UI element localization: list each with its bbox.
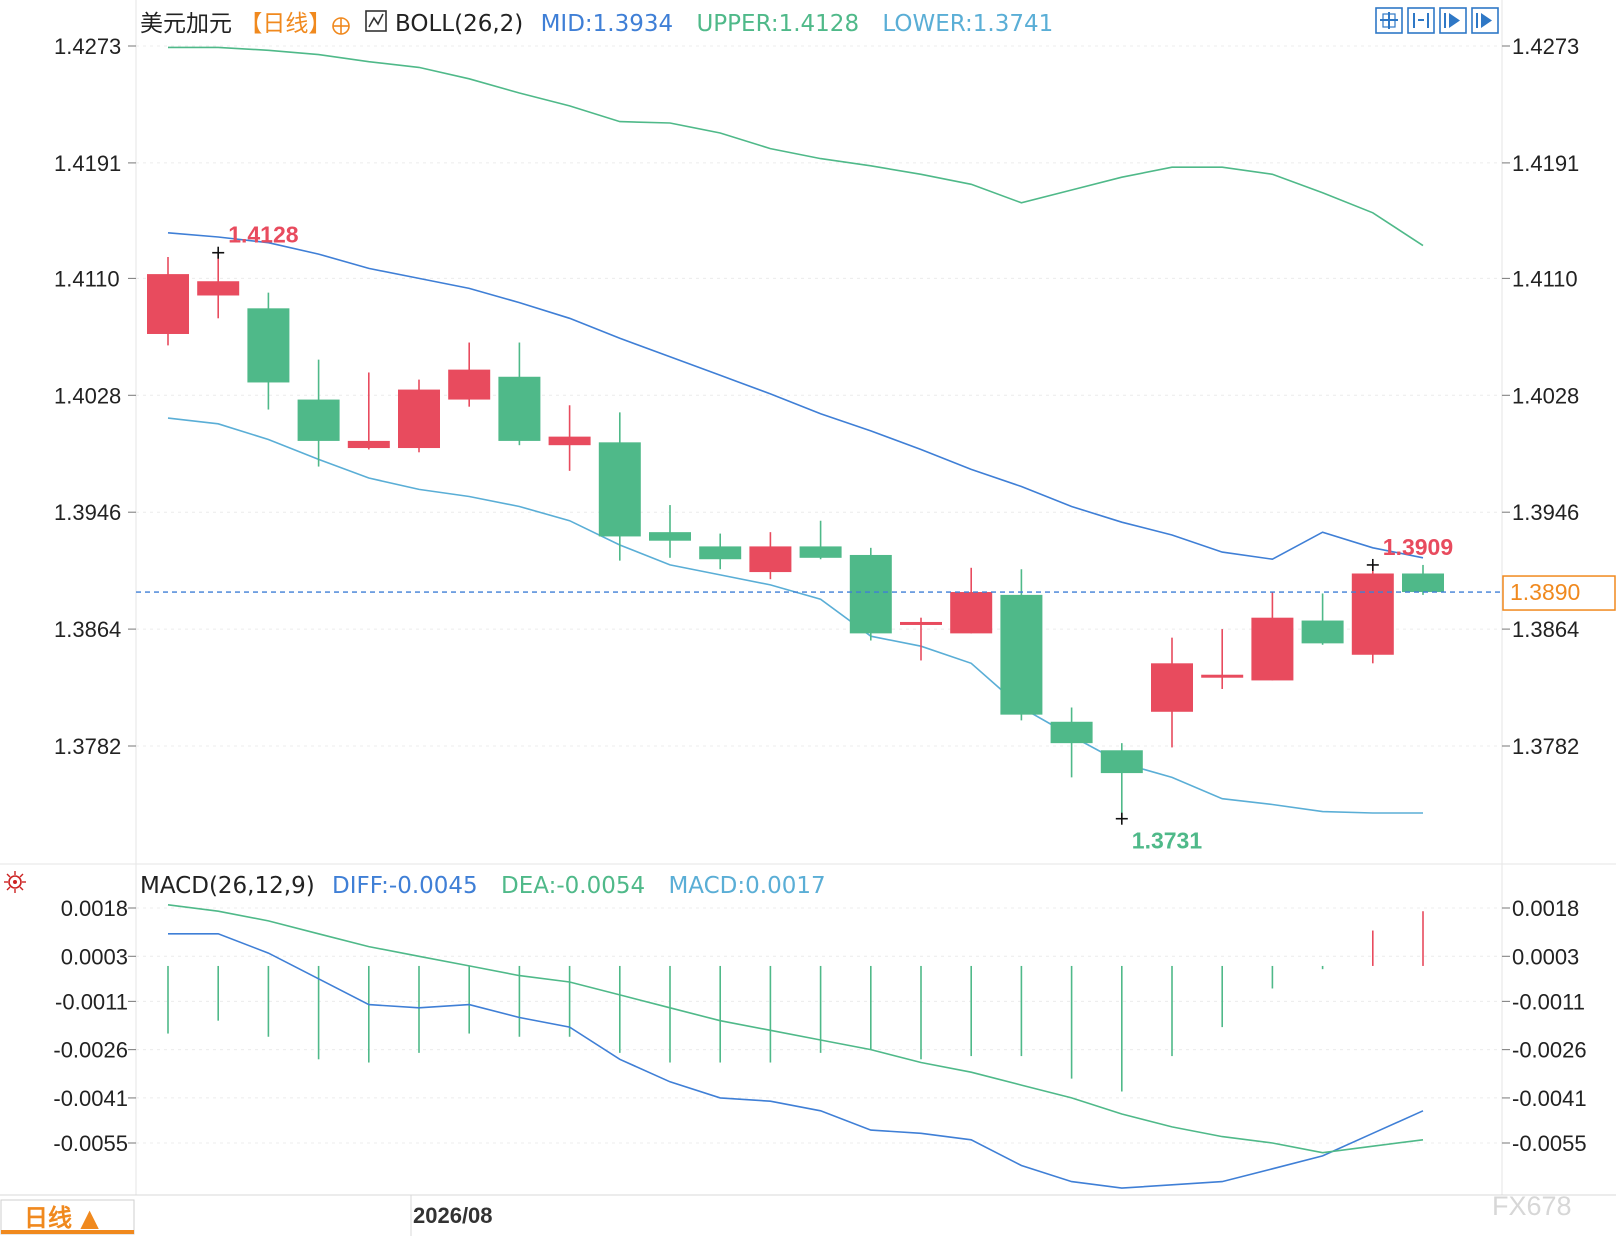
macd-label-right: -0.0041: [1512, 1086, 1587, 1111]
crosshair-toggle-icon[interactable]: [332, 17, 350, 35]
play-icon[interactable]: [1439, 7, 1467, 34]
macd-diff-value: DIFF:-0.0045: [332, 873, 478, 899]
current-price-tag: [1502, 575, 1616, 611]
macd-label-right: 0.0018: [1512, 896, 1579, 921]
date-label: 2026/08: [413, 1203, 493, 1228]
candle-down: [1100, 750, 1143, 774]
price-label-left: 1.3864: [54, 617, 121, 642]
macd-label-right: -0.0026: [1512, 1038, 1587, 1063]
macd-dea-value: DEA:-0.0054: [501, 873, 645, 899]
macd-panel: [167, 904, 1424, 1189]
price-label-left: 1.4028: [54, 383, 121, 408]
legend-row: 美元加元 【日线】: [140, 11, 331, 37]
candle-up: [900, 621, 942, 625]
period-button[interactable]: 日线 ▲: [0, 1199, 135, 1235]
price-label-left: 1.3782: [54, 734, 121, 759]
macd-label-right: 0.0003: [1512, 944, 1579, 969]
candle-up: [197, 281, 240, 296]
price-label-left: 1.3946: [54, 500, 121, 525]
current-price-label: 1.3890: [1510, 579, 1580, 605]
price-label-right: 1.3782: [1512, 734, 1579, 759]
macd-label-left: -0.0011: [55, 989, 128, 1014]
candle-down: [699, 546, 742, 560]
macd-label-right: -0.0011: [1512, 989, 1585, 1014]
macd-name: MACD(26,12,9): [140, 873, 315, 899]
macd-label-left: -0.0026: [53, 1038, 128, 1063]
high-annotation: 1.4128: [228, 222, 299, 248]
price-label-right: 1.4028: [1512, 383, 1579, 408]
low-annotation: 1.3731: [1132, 828, 1203, 854]
candle-down: [498, 376, 541, 441]
candle-up: [749, 546, 792, 573]
candle-down: [1301, 620, 1344, 644]
watermark: FX678: [1492, 1191, 1572, 1221]
macd-label-right: -0.0055: [1512, 1131, 1587, 1156]
price-label-left: 1.4191: [54, 151, 121, 176]
candle-down: [1000, 594, 1043, 715]
boll-lower-value: LOWER:1.3741: [882, 11, 1053, 37]
candle-down: [849, 554, 892, 634]
candle-down: [598, 442, 641, 537]
candle-up: [347, 440, 390, 449]
candle-up: [1251, 617, 1294, 681]
candle-up: [448, 369, 491, 400]
indicator-settings-icon[interactable]: [365, 10, 387, 32]
boll-mid-value: MID:1.3934: [541, 11, 674, 37]
price-axis: 1.4273 1.4273 1.4191 1.4191 1.4110 1.4110 1.40…: [53, 34, 1586, 1156]
boll-upper-line: [168, 46, 1424, 247]
price-label-right: 1.3864: [1512, 617, 1579, 642]
macd-label-left: -0.0055: [53, 1131, 128, 1156]
zoom-out-icon[interactable]: [1407, 7, 1435, 34]
candle-down: [1402, 573, 1444, 593]
macd-legend: MACD(26,12,9) DIFF:-0.0045 DEA:-0.0054 M…: [140, 873, 826, 899]
price-label-right: 1.3946: [1512, 500, 1579, 525]
macd-settings-icon[interactable]: [4, 871, 26, 893]
symbol-name: 美元加元: [140, 11, 232, 37]
candle-up: [147, 274, 189, 334]
candle-up: [398, 389, 440, 449]
candle-down: [247, 308, 290, 383]
price-label-right: 1.4110: [1512, 266, 1578, 291]
toolbar: [1375, 7, 1499, 34]
forward-icon[interactable]: [1471, 7, 1499, 34]
price-label-right: 1.4191: [1512, 151, 1579, 176]
period-label[interactable]: 【日线】: [239, 11, 331, 37]
candle-down: [297, 399, 340, 441]
price-annotations: 1.3890 1.4128 1.3731 1.3909: [136, 222, 1616, 854]
candle-up: [1201, 674, 1244, 678]
price-label-right: 1.4273: [1512, 34, 1579, 59]
period-button-label: 日线 ▲: [24, 1204, 99, 1232]
macd-label-left: -0.0041: [53, 1086, 128, 1111]
price-label-left: 1.4273: [54, 34, 121, 59]
boll-name: BOLL(26,2): [395, 11, 523, 37]
candle-down: [649, 532, 691, 541]
price-label-left: 1.4110: [54, 266, 120, 291]
boll-mid-line: [167, 232, 1424, 561]
boll-legend: BOLL(26,2) MID:1.3934 UPPER:1.4128 LOWER…: [395, 11, 1053, 37]
macd-label-left: 0.0018: [61, 896, 128, 921]
candle-up: [1151, 663, 1193, 712]
macd-diff-line: [168, 932, 1424, 1189]
macd-label-left: 0.0003: [61, 944, 128, 969]
macd-dea-line: [167, 904, 1424, 1154]
candle-up: [548, 436, 591, 446]
candlesticks: [147, 252, 1444, 819]
zoom-in-icon[interactable]: [1375, 7, 1403, 34]
candle-up: [950, 592, 993, 634]
candle-down: [799, 546, 842, 558]
candle-up: [1351, 573, 1394, 655]
macd-hist-value: MACD:0.0017: [668, 873, 825, 899]
boll-upper-value: UPPER:1.4128: [696, 11, 859, 37]
high-annotation: 1.3909: [1383, 534, 1453, 560]
candle-down: [1050, 721, 1093, 744]
